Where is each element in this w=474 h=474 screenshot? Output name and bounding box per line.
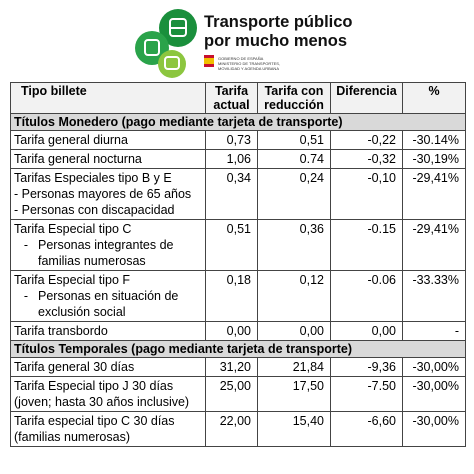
fare-row: Tarifa Especial tipo F - Personas en situa… xyxy=(10,270,466,322)
header-title: Transporte público por mucho menos xyxy=(204,13,353,51)
fare-label: Tarifa especial tipo C 30 días (familias… xyxy=(14,414,175,444)
fare-label: Tarifa Especial tipo C xyxy=(14,222,132,236)
fare-value: 0,36 xyxy=(257,219,331,271)
fare-row: Tarifa general diurna 0,73 0,51 -0,22 -30.14… xyxy=(10,130,466,150)
fare-label: Tarifa Especial tipo J 30 días (joven; h… xyxy=(14,379,190,409)
ministry: GOBIERNO DE ESPAÑA MINISTERIO DE TRANSPO… xyxy=(218,56,298,71)
fare-value: 0,00 xyxy=(330,321,403,341)
fare-name: Tarifa general 30 días xyxy=(10,357,206,377)
fare-sub-line: - Personas mayores de 65 años xyxy=(14,187,192,201)
fare-item: - Personas integrantes de familias numero… xyxy=(14,237,202,269)
fare-name: Tarifa Especial tipo C - Personas integran… xyxy=(10,219,206,271)
fare-value: 0,24 xyxy=(257,168,331,220)
fare-value: 15,40 xyxy=(257,411,331,447)
section-row: Títulos Temporales (pago mediante tarjet… xyxy=(10,340,466,358)
header-row: Tipo billete Tarifa actual Tarifa con redu… xyxy=(10,82,466,114)
fare-label: Tarifa Especial tipo F xyxy=(14,273,131,287)
column-header: Tarifa actual xyxy=(205,82,258,114)
fare-value: 0,51 xyxy=(205,219,258,271)
fare-name: Tarifa transbordo xyxy=(10,321,206,341)
fare-value: -30,00% xyxy=(402,411,466,447)
fare-item: - Personas en situación de exclusión soci… xyxy=(14,288,202,320)
fare-value: 17,50 xyxy=(257,376,331,412)
fare-value: -9,36 xyxy=(330,357,403,377)
section-title: Títulos Temporales (pago mediante tarjet… xyxy=(10,340,466,358)
title-line: Transporte público xyxy=(204,13,353,31)
ministry-line: GOBIERNO DE ESPAÑA xyxy=(218,56,264,61)
fare-value: 0,18 xyxy=(205,270,258,322)
bullet: - xyxy=(23,289,29,303)
ministry-line: MINISTERIO DE TRANSPORTES, MOVILIDAD Y A… xyxy=(218,61,281,71)
fare-value: -30.14% xyxy=(402,130,466,150)
fare-value: 0,00 xyxy=(205,321,258,341)
fare-value: 0,51 xyxy=(257,130,331,150)
fare-value: -30,19% xyxy=(402,149,466,169)
fare-value: -0.15 xyxy=(330,219,403,271)
fare-value: -7.50 xyxy=(330,376,403,412)
fare-sub-line: - Personas con discapacidad xyxy=(14,203,175,217)
fare-value: -30,00% xyxy=(402,376,466,412)
fare-value: -29,41% xyxy=(402,219,466,271)
fare-value: - xyxy=(402,321,466,341)
fare-value: 0,73 xyxy=(205,130,258,150)
fare-value: -0,22 xyxy=(330,130,403,150)
fare-label: Tarifa general nocturna xyxy=(14,152,142,166)
fare-value: 31,20 xyxy=(205,357,258,377)
fare-name: Tarifa general diurna xyxy=(10,130,206,150)
fare-value: -6,60 xyxy=(330,411,403,447)
fare-label: Tarifa transbordo xyxy=(14,324,108,338)
fare-name: Tarifas Especiales tipo B y E - Personas … xyxy=(10,168,206,220)
fare-row: Tarifa Especial tipo J 30 días (joven; h… xyxy=(10,376,466,412)
section-title: Títulos Monedero (pago mediante tarjeta … xyxy=(10,113,466,131)
fare-table: Tipo billete Tarifa actual Tarifa con redu… xyxy=(10,82,466,447)
column-header: % xyxy=(402,82,466,114)
fare-value: 0.74 xyxy=(257,149,331,169)
fare-name: Tarifa general nocturna xyxy=(10,149,206,169)
fare-value: -0,32 xyxy=(330,149,403,169)
fare-row: Tarifa especial tipo C 30 días (familias… xyxy=(10,411,466,447)
fare-value: -33.33% xyxy=(402,270,466,322)
fare-value: -29,41% xyxy=(402,168,466,220)
item-text: Personas en situación de exclusión socia… xyxy=(38,289,179,319)
column-header: Tarifa con reducción xyxy=(257,82,331,114)
fare-name: Tarifa Especial tipo J 30 días (joven; h… xyxy=(10,376,206,412)
fare-row: Tarifa Especial tipo C - Personas integran… xyxy=(10,219,466,271)
fare-label: Tarifas Especiales tipo B y E xyxy=(14,171,172,185)
fare-row: Tarifa general nocturna 1,06 0.74 -0,32 -30,… xyxy=(10,149,466,169)
fare-value: -0,10 xyxy=(330,168,403,220)
fare-value: -0.06 xyxy=(330,270,403,322)
title-line: por mucho menos xyxy=(204,32,348,50)
item-text: Personas integrantes de familias numeros… xyxy=(38,238,174,268)
fare-value: 25,00 xyxy=(205,376,258,412)
coat-of-arms xyxy=(204,55,214,67)
fare-value: 21,84 xyxy=(257,357,331,377)
fare-row: Tarifa general 30 días 31,20 21,84 -9,36 -30… xyxy=(10,357,466,377)
fare-name: Tarifa especial tipo C 30 días (familias… xyxy=(10,411,206,447)
fare-row: Tarifas Especiales tipo B y E - Personas … xyxy=(10,168,466,220)
column-header: Tipo billete xyxy=(10,82,206,114)
fare-value: 22,00 xyxy=(205,411,258,447)
fare-value: 1,06 xyxy=(205,149,258,169)
fare-value: 0,00 xyxy=(257,321,331,341)
fare-value: 0,34 xyxy=(205,168,258,220)
fare-label: Tarifa general 30 días xyxy=(14,360,135,374)
fare-value: 0,12 xyxy=(257,270,331,322)
logo xyxy=(135,9,197,78)
bullet: - xyxy=(23,238,29,252)
fare-value: -30,00% xyxy=(402,357,466,377)
section-row: Títulos Monedero (pago mediante tarjeta … xyxy=(10,113,466,131)
fare-label: Tarifa general diurna xyxy=(14,133,128,147)
column-header: Diferencia xyxy=(330,82,403,114)
fare-name: Tarifa Especial tipo F - Personas en situa… xyxy=(10,270,206,322)
fare-row: Tarifa transbordo 0,00 0,00 0,00- xyxy=(10,321,466,341)
